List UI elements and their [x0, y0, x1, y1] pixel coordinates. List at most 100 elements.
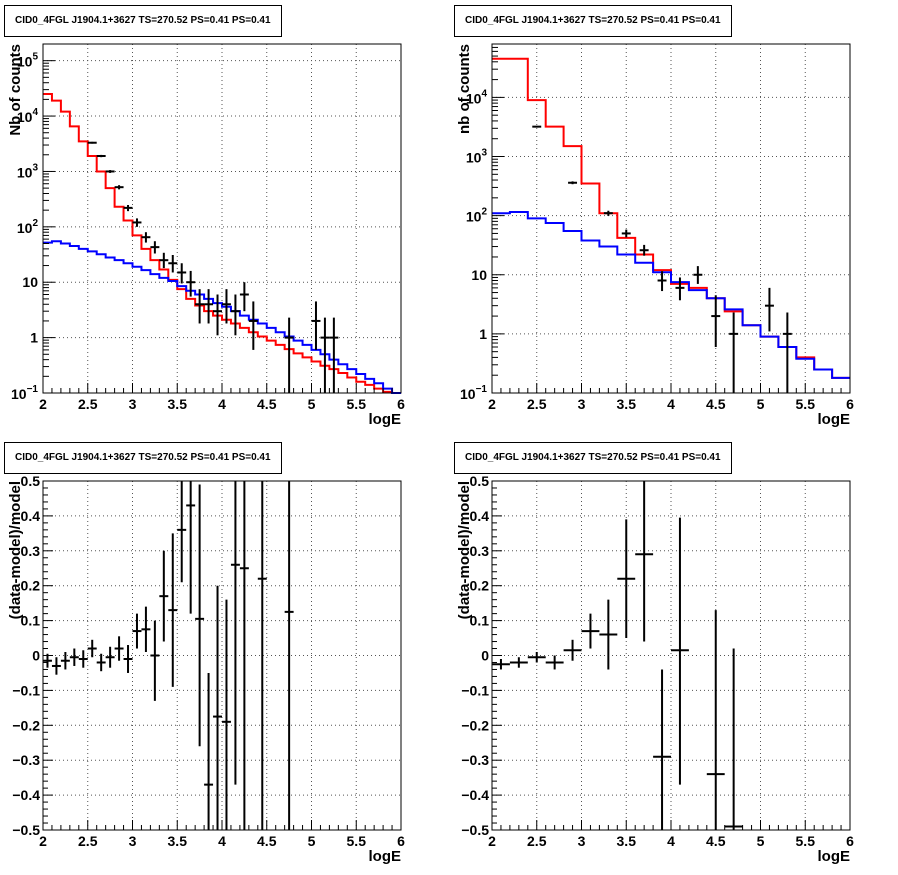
x-axis-title: logE	[369, 411, 402, 428]
data-point	[239, 282, 249, 312]
y-tick-exponent: 3	[32, 162, 38, 173]
x-tick-label: 4	[218, 396, 226, 412]
data-point	[545, 655, 564, 670]
data-point	[60, 652, 70, 670]
data-point	[639, 244, 649, 256]
x-tick-label: 3	[578, 396, 586, 412]
chart-svg: 2 2.5 3 3.5 4 4.5 5 5.5 610−1110102103104105logE…	[7, 43, 405, 428]
y-tick-label: 104	[466, 88, 488, 106]
x-tick-label: 2.5	[78, 833, 98, 849]
data-point	[78, 650, 88, 668]
x-axis-title: logE	[369, 848, 402, 865]
data-point	[724, 648, 743, 830]
x-tick-label: 5.5	[796, 833, 816, 849]
x-tick-label: 3.5	[168, 396, 188, 412]
x-tick-label: 2.5	[78, 396, 98, 412]
data-point	[177, 481, 187, 583]
x-tick-label: 6	[846, 396, 854, 412]
x-tick-label: 5	[308, 833, 316, 849]
data-point	[141, 232, 151, 243]
data-point	[159, 550, 169, 642]
data-point	[568, 181, 578, 185]
y-tick-label: 0.3	[470, 543, 490, 559]
data-point	[123, 204, 133, 212]
data-point	[177, 263, 187, 284]
x-tick-label: 3.5	[617, 396, 637, 412]
y-tick-label: −0.5	[12, 822, 40, 838]
y-tick-label: −0.1	[12, 682, 40, 698]
y-tick-label: −0.5	[461, 822, 489, 838]
data-point	[230, 294, 240, 336]
data-point	[204, 289, 214, 324]
y-tick-label: 0.2	[470, 578, 490, 594]
data-point	[105, 170, 115, 173]
data-point	[51, 657, 61, 675]
y-tick-label: 1	[30, 330, 38, 346]
chart-svg: 2 2.5 3 3.5 4 4.5 5 5.5 610−1110102103104logEnb …	[456, 43, 854, 428]
data-point	[693, 266, 703, 284]
y-axis-title: nb of counts	[456, 44, 473, 134]
x-tick-label: 2	[488, 396, 496, 412]
data-point	[96, 653, 106, 672]
data-point	[168, 255, 178, 273]
y-tick-label: 0.5	[470, 473, 490, 489]
data-point	[132, 218, 142, 227]
y-tick-exponent: 2	[481, 207, 487, 218]
x-tick-label: 4.5	[257, 396, 277, 412]
x-tick-label: 4.5	[257, 833, 277, 849]
data-point	[204, 672, 214, 830]
chart-panel-top-right: 2 2.5 3 3.5 4 4.5 5 5.5 6 10−1 1 10 102 103 104 logE nb …	[449, 0, 898, 437]
y-tick-label: 103	[466, 148, 488, 166]
data-point	[159, 252, 169, 269]
x-tick-label: 2	[39, 833, 47, 849]
chart-title: CID0_4FGL J1904.1+3627 TS=270.52 PS=0.41…	[4, 442, 282, 474]
y-tick-label: 102	[17, 218, 39, 236]
x-tick-label: 2.5	[527, 396, 547, 412]
y-tick-exponent: 4	[32, 107, 38, 118]
y-tick-label: −0.4	[12, 787, 40, 803]
data-point	[195, 484, 205, 747]
data-point	[563, 639, 582, 661]
model-step-line	[43, 93, 401, 394]
data-point	[320, 317, 330, 393]
x-tick-label: 5.5	[347, 396, 367, 412]
y-tick-label: 0.5	[21, 473, 41, 489]
y-tick-exponent: 2	[32, 218, 38, 229]
data-point	[213, 294, 222, 336]
x-tick-label: 3.5	[617, 833, 637, 849]
data-point	[603, 210, 613, 216]
data-point	[150, 241, 160, 254]
y-tick-label: 105	[17, 52, 39, 70]
x-tick-label: 5	[308, 396, 316, 412]
chart-panel-bottom-left: 2 2.5 3 3.5 4 4.5 5 5.5 6 −0.5 −0.4 −0.3 −0.2 −0.1 0 0.…	[0, 437, 449, 874]
data-point	[729, 312, 739, 393]
data-point	[706, 610, 725, 830]
y-tick-label: −0.3	[461, 752, 489, 768]
data-point	[257, 481, 267, 830]
chart-title: CID0_4FGL J1904.1+3627 TS=270.52 PS=0.41…	[454, 442, 732, 474]
x-tick-label: 3	[129, 396, 137, 412]
data-point	[675, 277, 685, 301]
x-tick-label: 3	[578, 833, 586, 849]
x-tick-label: 4.5	[706, 396, 726, 412]
y-axis-title: (data-model)/model	[456, 481, 473, 619]
y-tick-label: 102	[466, 207, 488, 225]
data-point	[87, 141, 97, 144]
data-point	[43, 653, 52, 668]
data-point	[532, 125, 542, 128]
y-tick-label: 0.1	[21, 613, 41, 629]
x-tick-label: 4	[667, 396, 675, 412]
data-point	[239, 481, 249, 830]
y-tick-base: 10	[466, 150, 482, 166]
data-point	[599, 599, 618, 670]
data-point	[186, 270, 196, 297]
y-tick-label: −0.4	[461, 787, 489, 803]
y-tick-label: −0.2	[461, 717, 489, 733]
x-axis-title: logE	[818, 411, 851, 428]
y-tick-base: 10	[460, 386, 476, 402]
x-tick-label: 2	[488, 833, 496, 849]
y-tick-exponent: 4	[481, 88, 487, 99]
y-tick-label: 0.3	[21, 543, 41, 559]
data-point	[114, 185, 124, 190]
data-point	[492, 658, 510, 670]
